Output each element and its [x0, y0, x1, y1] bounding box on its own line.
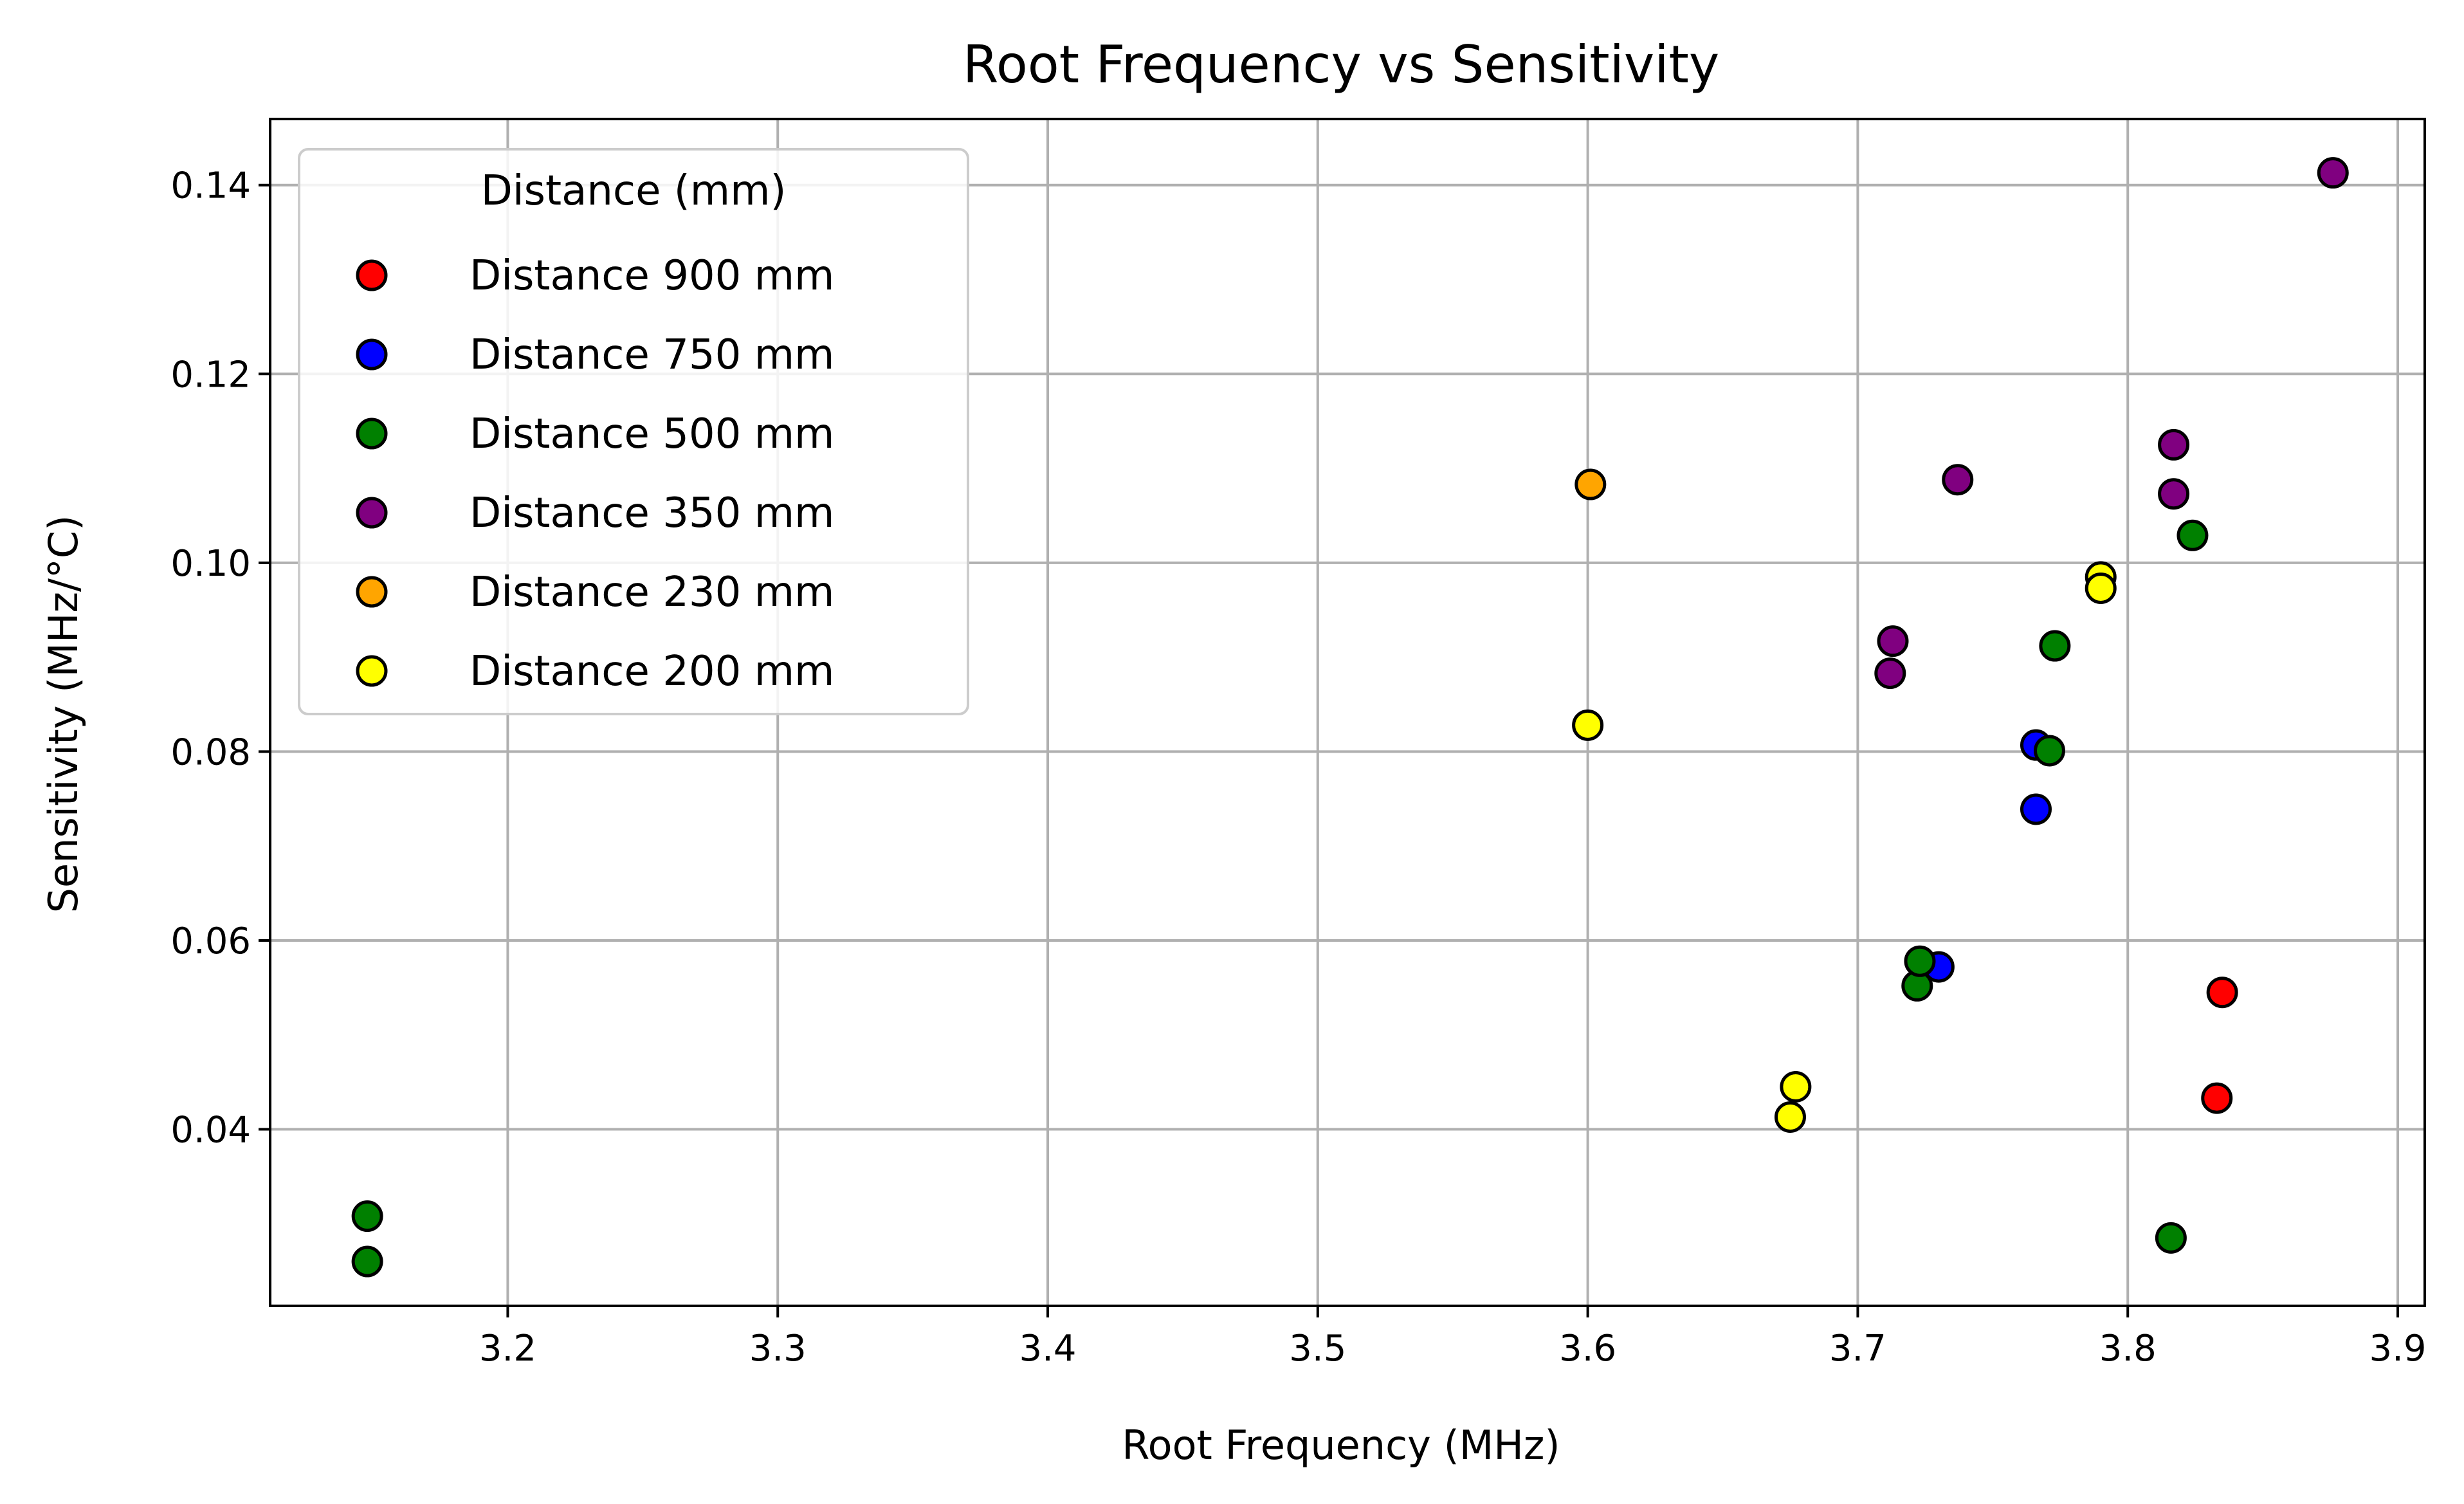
legend-label: Distance 200 mm: [470, 648, 834, 695]
x-axis-label: Root Frequency (MHz): [1122, 1422, 1560, 1469]
data-point: [2206, 977, 2238, 1009]
data-point: [2033, 735, 2065, 767]
data-point: [2158, 428, 2190, 461]
data-points: [351, 157, 2349, 1278]
data-point: [2155, 1222, 2187, 1254]
x-tick-label: 3.9: [2369, 1328, 2426, 1370]
grid-lines: [270, 119, 2425, 1306]
data-point: [2158, 478, 2190, 510]
data-point: [2039, 630, 2071, 662]
x-tick-label: 3.6: [1559, 1328, 1616, 1370]
data-point: [2020, 793, 2052, 825]
y-tick-label: 0.12: [170, 354, 251, 396]
legend-label: Distance 500 mm: [470, 410, 834, 458]
legend-entries: Distance 900 mm Distance 750 mm Distance 5…: [356, 252, 834, 695]
data-point: [1780, 1070, 1812, 1103]
legend-label: Distance 350 mm: [470, 490, 834, 537]
legend-label: Distance 230 mm: [470, 569, 834, 616]
data-point: [1942, 464, 1974, 496]
legend-title: Distance (mm): [481, 167, 787, 215]
x-tick-label: 3.5: [1289, 1328, 1346, 1370]
legend-marker: [356, 259, 388, 291]
y-axis-ticks: 0.04 0.06 0.08 0.10 0.12 0.14: [170, 165, 270, 1151]
data-point: [1774, 1101, 1806, 1133]
data-point: [1877, 625, 1909, 657]
data-point: [2317, 157, 2349, 189]
x-tick-label: 3.4: [1019, 1328, 1076, 1370]
x-tick-label: 3.8: [2099, 1328, 2157, 1370]
data-point: [1904, 945, 1936, 977]
x-tick-label: 3.7: [1829, 1328, 1886, 1370]
legend-marker: [356, 417, 388, 450]
legend: Distance (mm) Distance 900 mm Distance 75…: [298, 148, 969, 715]
legend-marker: [356, 338, 388, 371]
legend-marker: [356, 655, 388, 687]
y-tick-label: 0.04: [170, 1110, 251, 1151]
chart-title: Root Frequency vs Sensitivity: [963, 35, 1719, 95]
data-point: [1572, 709, 1604, 741]
data-point: [1574, 468, 1607, 500]
data-point: [351, 1200, 383, 1233]
legend-label: Distance 750 mm: [470, 331, 834, 379]
x-tick-label: 3.2: [479, 1328, 536, 1370]
data-point: [2177, 519, 2209, 551]
data-point: [351, 1245, 383, 1278]
data-point: [2085, 572, 2117, 604]
y-tick-label: 0.10: [170, 543, 251, 585]
legend-label: Distance 900 mm: [470, 252, 834, 300]
plot-frame: [269, 118, 2426, 1307]
x-axis-ticks: 3.2 3.3 3.4 3.5 3.6 3.7 3.8 3.9: [479, 1306, 2427, 1370]
y-tick-label: 0.14: [170, 165, 251, 207]
data-point: [2201, 1082, 2233, 1114]
y-axis-label: Sensitivity (MHz/°C): [40, 515, 87, 913]
legend-marker: [356, 576, 388, 608]
legend-marker: [356, 497, 388, 529]
x-tick-label: 3.3: [749, 1328, 807, 1370]
data-point: [1874, 657, 1906, 690]
y-tick-label: 0.06: [170, 921, 251, 962]
legend-box: [298, 148, 969, 715]
y-tick-label: 0.08: [170, 731, 251, 773]
